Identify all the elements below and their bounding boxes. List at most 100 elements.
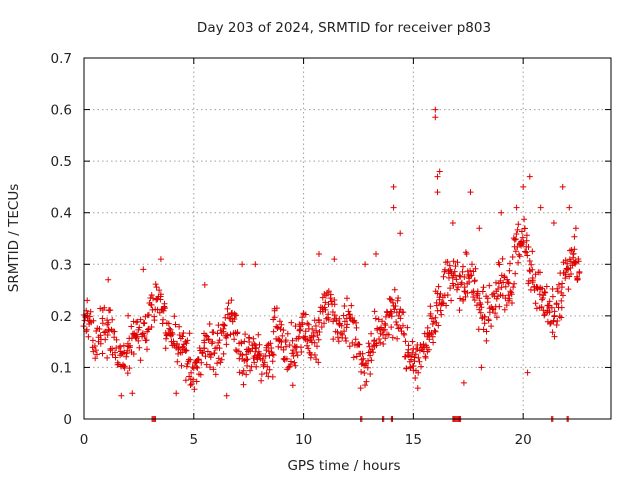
- data-point: [206, 321, 213, 327]
- data-point: [111, 328, 118, 335]
- data-point: [90, 317, 97, 324]
- data-point: [316, 317, 322, 324]
- data-point: [405, 346, 412, 353]
- data-point: [539, 285, 546, 292]
- data-point: [411, 358, 418, 365]
- data-point: [371, 308, 378, 315]
- data-point: [511, 236, 518, 243]
- data-point: [390, 204, 397, 211]
- data-point: [236, 369, 243, 376]
- data-point: [507, 288, 514, 295]
- data-point: [87, 308, 94, 315]
- data-point: [518, 228, 525, 235]
- data-point: [336, 315, 343, 322]
- data-point: [414, 385, 421, 392]
- data-point: [473, 302, 480, 309]
- data-point: [129, 390, 136, 397]
- data-point: [524, 252, 531, 259]
- data-point: [128, 323, 135, 330]
- data-point: [488, 323, 495, 330]
- data-point: [524, 369, 531, 376]
- data-point: [316, 251, 322, 257]
- data-point: [220, 350, 227, 357]
- data-point: [215, 322, 222, 329]
- data-point: [493, 295, 500, 302]
- data-point: [246, 334, 253, 341]
- data-point: [216, 337, 223, 344]
- data-point: [297, 327, 304, 334]
- data-point: [253, 363, 260, 370]
- data-point: [434, 189, 441, 196]
- data-point: [397, 315, 404, 322]
- data-point: [152, 281, 159, 288]
- data-point: [574, 275, 581, 282]
- data-point: [244, 356, 251, 363]
- chart-title: Day 203 of 2024, SRMTID for receiver p80…: [197, 20, 491, 36]
- data-point: [559, 280, 566, 287]
- data-point: [329, 309, 336, 315]
- data-point: [558, 297, 565, 304]
- data-point: [331, 256, 338, 263]
- data-point: [365, 357, 371, 364]
- data-point: [217, 359, 224, 366]
- data-point: [291, 359, 298, 366]
- data-point: [457, 295, 463, 302]
- data-point: [180, 330, 187, 336]
- y-tick-label: 0.5: [51, 154, 72, 170]
- data-point: [304, 342, 310, 349]
- data-point: [319, 294, 326, 301]
- data-point: [564, 260, 571, 267]
- data-point: [92, 355, 99, 362]
- data-point: [173, 390, 180, 397]
- data-point: [568, 246, 575, 253]
- data-point: [478, 304, 485, 311]
- data-point: [263, 370, 270, 376]
- data-point: [464, 290, 471, 296]
- data-point: [224, 332, 231, 339]
- data-point: [429, 333, 436, 340]
- data-point: [251, 340, 258, 347]
- data-point: [283, 343, 289, 350]
- data-point: [483, 328, 490, 335]
- data-point: [193, 363, 200, 370]
- data-point: [266, 366, 273, 373]
- data-point: [477, 301, 484, 308]
- data-point: [357, 385, 364, 392]
- data-point: [513, 204, 520, 211]
- data-point: [432, 314, 439, 321]
- data-point: [493, 314, 500, 321]
- data-point: [525, 244, 532, 250]
- data-point: [560, 292, 566, 299]
- data-point: [551, 333, 558, 340]
- data-point: [305, 345, 312, 352]
- data-point: [412, 351, 419, 358]
- data-point: [331, 312, 338, 319]
- data-point: [161, 305, 168, 312]
- data-point: [242, 331, 249, 338]
- data-point: [533, 305, 540, 312]
- data-point: [215, 355, 222, 362]
- data-point: [412, 375, 419, 381]
- data-point: [84, 297, 91, 304]
- data-point: [512, 248, 519, 255]
- data-point: [376, 336, 382, 342]
- data-point: [507, 260, 513, 267]
- data-point: [542, 289, 549, 296]
- data-point: [183, 340, 190, 347]
- data-point: [253, 345, 260, 352]
- data-point: [269, 358, 276, 365]
- data-point: [334, 329, 341, 336]
- data-point: [458, 279, 465, 286]
- data-point: [166, 325, 173, 332]
- axis-ticks: [83, 57, 611, 420]
- data-point: [148, 292, 155, 298]
- data-point: [515, 259, 522, 266]
- data-point: [470, 294, 477, 300]
- data-point: [288, 358, 294, 365]
- data-point: [566, 204, 573, 211]
- data-point: [433, 302, 440, 309]
- data-point: [141, 333, 148, 339]
- data-point: [286, 342, 293, 348]
- data-point: [284, 330, 291, 337]
- data-point: [352, 336, 359, 343]
